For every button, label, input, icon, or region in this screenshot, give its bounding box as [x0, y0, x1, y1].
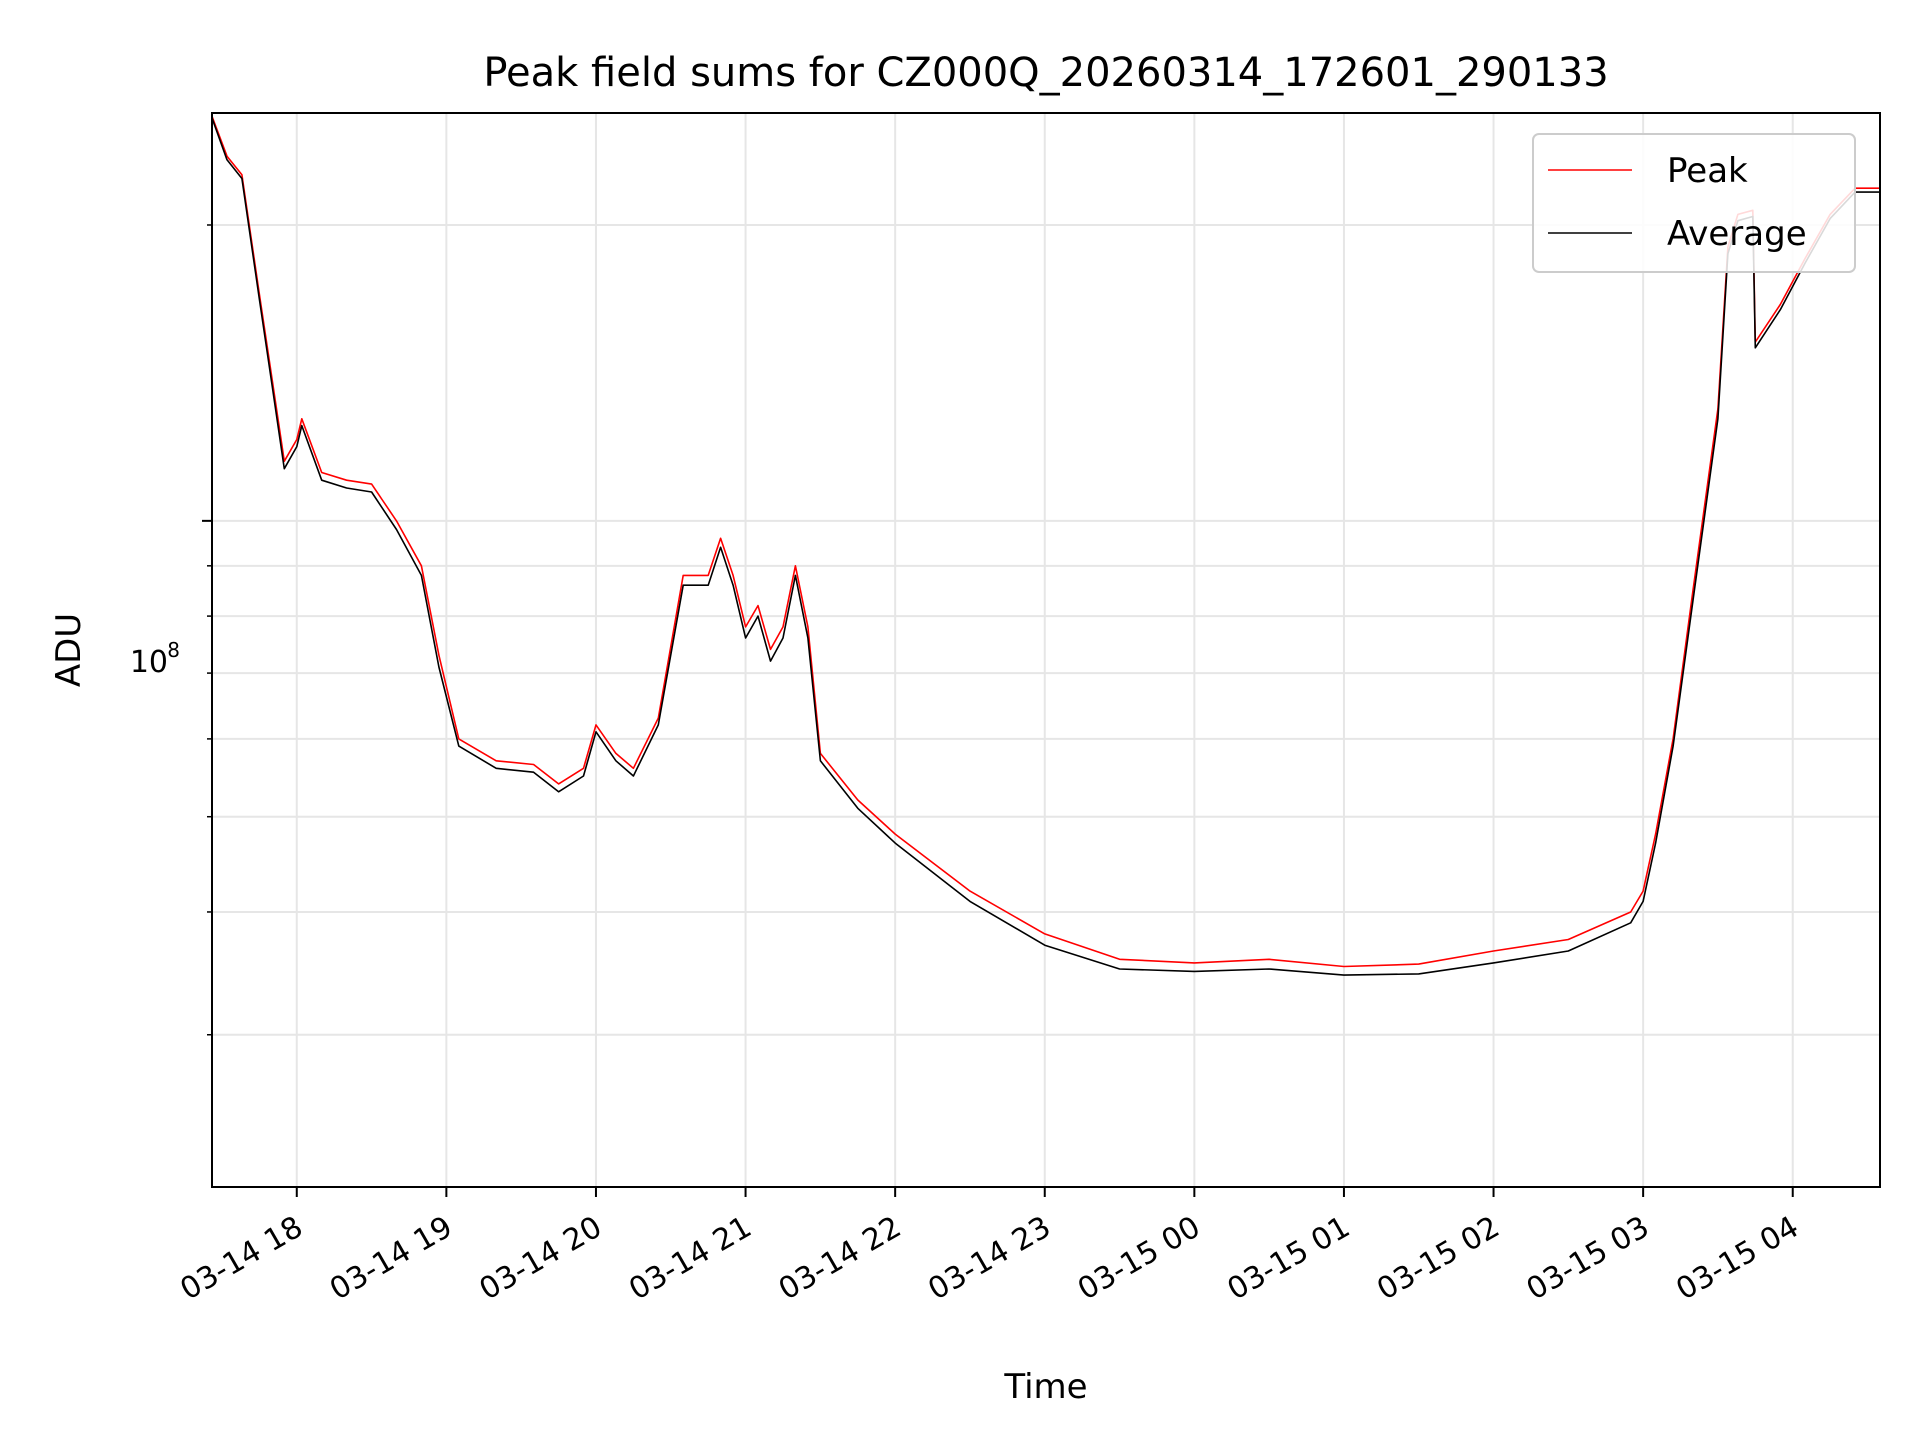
y-axis-label: ADU: [49, 613, 89, 687]
legend-box: [1532, 133, 1856, 273]
y-tick-base: 10: [130, 645, 168, 680]
y-tick-label: 10 8: [130, 638, 180, 680]
legend-average-label: Average: [1667, 214, 1807, 254]
chart-title: Peak field sums for CZ000Q_20260314_1726…: [483, 50, 1608, 96]
series-line-average: [211, 117, 1880, 976]
plot-frame: [211, 112, 1881, 1188]
y-tick-exponent: 8: [167, 638, 180, 662]
series-lines: [211, 116, 1880, 976]
x-axis-label: Time: [1003, 1367, 1087, 1407]
series-line-peak: [211, 116, 1880, 968]
legend-peak-label: Peak: [1667, 151, 1748, 191]
legend: Peak Average: [1532, 133, 1856, 273]
